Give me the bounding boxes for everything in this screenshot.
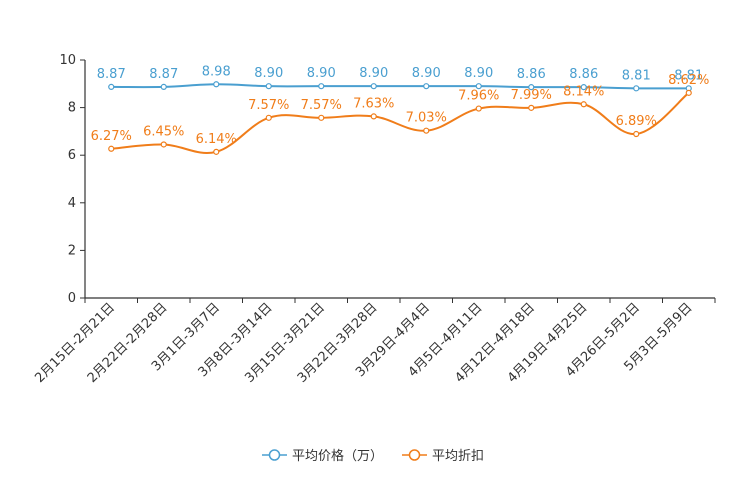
data-label: 8.90 [359, 66, 388, 81]
data-label: 8.81 [622, 68, 651, 83]
data-point[interactable] [423, 83, 430, 90]
y-tick-label: 8 [68, 101, 76, 116]
legend[interactable]: 平均价格（万） 平均折扣 [262, 448, 484, 464]
data-label: 7.57% [248, 98, 289, 113]
series-layer [108, 81, 692, 155]
legend-marker [268, 449, 281, 461]
data-point[interactable] [580, 101, 587, 108]
data-label: 8.90 [412, 66, 441, 81]
data-label: 6.14% [196, 132, 237, 147]
data-point[interactable] [318, 83, 325, 90]
data-point[interactable] [423, 127, 430, 134]
data-label: 7.57% [301, 98, 342, 113]
data-point[interactable] [318, 114, 325, 121]
legend-item-0[interactable]: 平均价格（万） [262, 448, 383, 464]
data-label: 8.87 [97, 67, 126, 82]
data-point[interactable] [580, 84, 587, 91]
data-label: 8.14% [563, 84, 604, 99]
data-point[interactable] [108, 145, 115, 152]
data-point[interactable] [370, 83, 377, 90]
data-point[interactable] [160, 141, 167, 148]
data-label: 8.81 [674, 68, 703, 83]
data-label: 6.45% [143, 124, 184, 139]
data-point[interactable] [528, 104, 535, 111]
data-point[interactable] [108, 83, 115, 90]
data-point[interactable] [213, 81, 220, 88]
data-label: 7.63% [353, 96, 394, 111]
data-label: 7.96% [458, 89, 499, 104]
legend-label: 平均折扣 [432, 449, 484, 464]
series-line-0 [111, 83, 689, 90]
y-tick-label: 4 [68, 196, 76, 211]
data-point[interactable] [265, 83, 272, 90]
data-point[interactable] [528, 84, 535, 91]
y-tick-label: 2 [68, 243, 76, 258]
legend-item-1[interactable]: 平均折扣 [402, 449, 484, 464]
data-point[interactable] [370, 113, 377, 120]
data-point[interactable] [633, 85, 640, 92]
data-point[interactable] [685, 89, 692, 96]
data-label: 8.90 [254, 66, 283, 81]
data-point[interactable] [265, 114, 272, 121]
data-point[interactable] [475, 83, 482, 90]
data-label: 7.03% [406, 111, 447, 126]
y-tick-label: 10 [59, 53, 76, 68]
data-label: 6.89% [616, 114, 657, 129]
data-label: 8.90 [464, 66, 493, 81]
data-label: 8.90 [307, 66, 336, 81]
data-point[interactable] [633, 130, 640, 138]
data-label: 7.99% [511, 88, 552, 103]
legend-marker [408, 449, 421, 461]
data-labels: 8.87 8.87 8.98 8.90 8.90 8.90 8.90 8.90 8.86 8.86… [91, 64, 710, 147]
data-point[interactable] [160, 83, 167, 90]
data-label: 8.86 [517, 67, 546, 82]
data-label: 8.62% [668, 73, 709, 88]
data-point[interactable] [475, 105, 482, 112]
data-label: 6.27% [91, 129, 132, 144]
data-label: 8.87 [149, 67, 178, 82]
data-label: 8.86 [569, 67, 598, 82]
y-tick-label: 0 [68, 291, 76, 306]
data-point[interactable] [213, 148, 220, 155]
data-label: 8.98 [202, 64, 231, 79]
y-tick-label: 6 [68, 148, 76, 163]
legend-label: 平均价格（万） [292, 448, 383, 464]
